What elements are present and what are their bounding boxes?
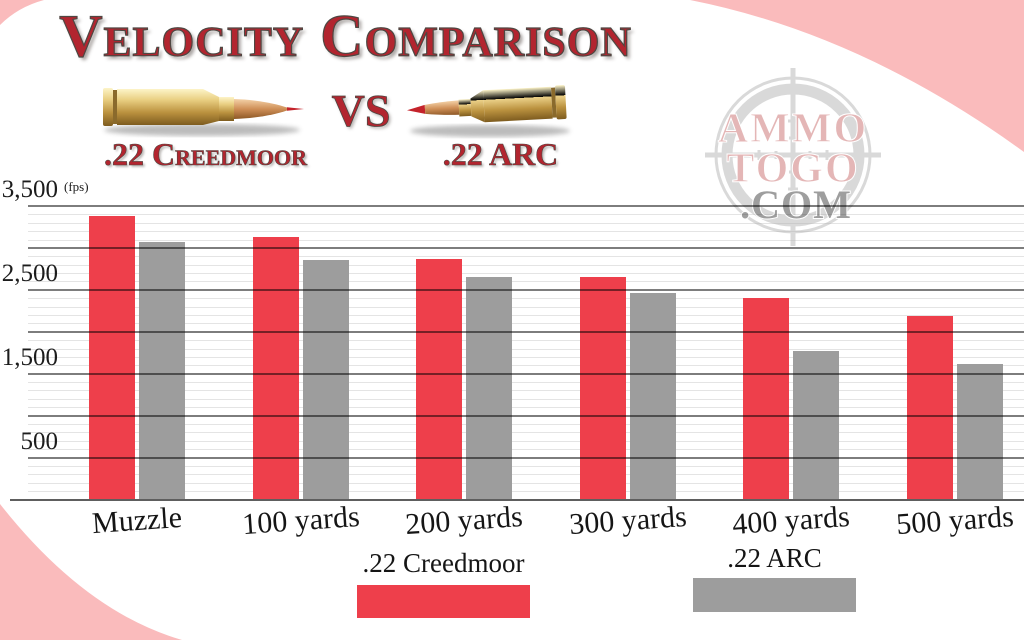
minor-gridline-600 xyxy=(28,449,1024,451)
minor-gridline-1700 xyxy=(28,356,1024,358)
bar-22-arc-300-yards xyxy=(629,293,676,500)
minor-gridline-2900 xyxy=(28,256,1024,258)
scope-reticle-icon xyxy=(705,68,881,246)
minor-gridline-2200 xyxy=(28,315,1024,316)
creedmoor-name-label: .22 Creedmoor xyxy=(103,136,308,173)
arc-cartridge-image xyxy=(407,85,570,137)
bar-22-creedmoor-100-yards xyxy=(252,237,299,500)
creedmoor-cartridge-image xyxy=(103,88,304,136)
watermark-text-togo: TOGO xyxy=(726,146,859,192)
vs-label: VS xyxy=(331,85,391,137)
minor-gridline-900 xyxy=(28,424,1024,426)
minor-gridline-800 xyxy=(28,432,1024,434)
y-tick-label-3500: 3,500 (fps) xyxy=(1,176,89,203)
legend-label-arc: .22 ARC xyxy=(727,543,822,573)
watermark-text-com: .COM xyxy=(740,182,852,227)
minor-gridline-1800 xyxy=(28,348,1024,350)
x-tick-label-100-yards: 100 yards xyxy=(240,499,361,542)
legend-label-creedmoor: .22 Creedmoor xyxy=(362,548,525,578)
bar-22-arc-400-yards xyxy=(793,351,839,500)
minor-gridline-1400 xyxy=(28,382,1024,384)
minor-gridline-300 xyxy=(28,474,1024,476)
y-tick-label-1500: 1,500 xyxy=(1,343,58,371)
bar-22-arc-200-yards xyxy=(466,277,512,500)
bar-22-creedmoor-200-yards xyxy=(416,258,462,500)
minor-gridline-2600 xyxy=(28,281,1024,283)
arc-name-label: .22 ARC xyxy=(442,136,559,173)
corner-decoration-top-left xyxy=(0,0,44,25)
minor-gridline-3100 xyxy=(28,239,1024,241)
corner-decoration-top-right xyxy=(690,0,1024,152)
x-tick-label-200-yards: 200 yards xyxy=(404,499,524,542)
minor-gridline-3200 xyxy=(28,231,1024,233)
minor-gridline-100 xyxy=(28,491,1024,493)
x-tick-label-300-yards: 300 yards xyxy=(567,499,688,542)
bar-22-arc-500-yards xyxy=(956,364,1003,500)
minor-gridline-400 xyxy=(28,465,1024,467)
minor-gridline-2100 xyxy=(28,323,1024,325)
minor-gridline-200 xyxy=(28,482,1024,484)
minor-gridline-1900 xyxy=(28,340,1024,342)
page-title: Velocity Comparison xyxy=(59,2,632,69)
minor-gridline-2700 xyxy=(28,273,1024,275)
bar-22-creedmoor-500-yards xyxy=(906,316,953,500)
x-tick-label-400-yards: 400 yards xyxy=(731,499,851,542)
watermark-text-ammo: AMMO xyxy=(718,106,868,152)
minor-gridline-2800 xyxy=(28,264,1024,266)
minor-gridline-700 xyxy=(28,440,1024,442)
y-tick-label-500: 500 xyxy=(20,427,59,455)
minor-gridline-1200 xyxy=(28,398,1024,400)
minor-gridline-1300 xyxy=(28,390,1024,392)
minor-gridline-1100 xyxy=(28,407,1024,409)
corner-decoration-bottom-left xyxy=(0,504,182,640)
bar-22-creedmoor-muzzle xyxy=(89,216,135,500)
minor-gridline-2400 xyxy=(28,298,1024,300)
legend-swatch-arc xyxy=(693,578,856,612)
minor-gridline-1600 xyxy=(28,365,1024,367)
legend-swatch-creedmoor xyxy=(357,585,530,618)
minor-gridline-3300 xyxy=(28,222,1024,224)
bar-22-arc-100-yards xyxy=(302,260,349,500)
ammotogo-watermark-logo: AMMO TOGO .COM xyxy=(705,68,881,246)
x-tick-label-muzzle: Muzzle xyxy=(90,500,183,541)
minor-gridline-2300 xyxy=(28,306,1024,308)
minor-gridline-3400 xyxy=(28,214,1024,216)
y-tick-label-2500: 2,500 xyxy=(1,259,58,287)
bar-22-creedmoor-300-yards xyxy=(579,277,626,500)
